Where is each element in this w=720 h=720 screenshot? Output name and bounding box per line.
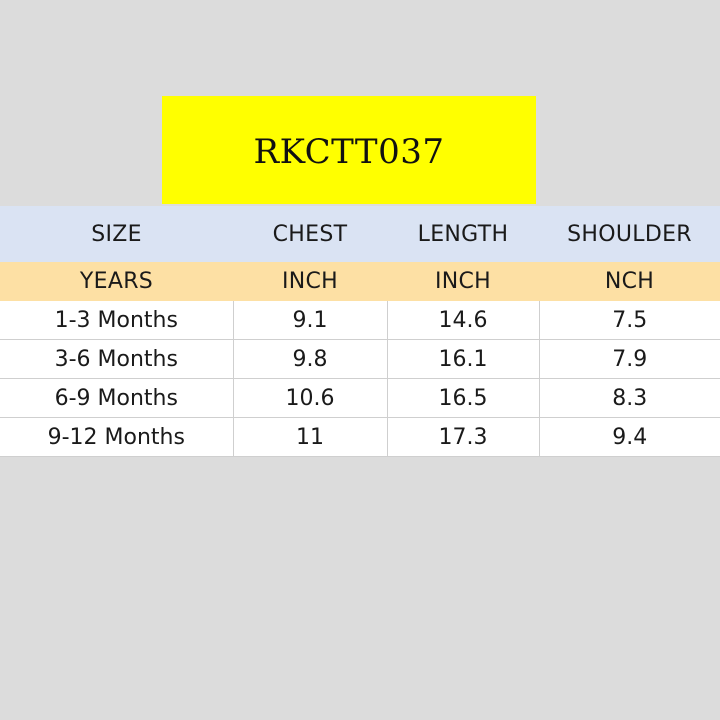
unit-chest: INCH — [233, 262, 387, 301]
cell-size: 9-12 Months — [0, 417, 234, 457]
unit-length: INCH — [387, 262, 539, 301]
cell-shoulder: 9.4 — [539, 417, 720, 457]
cell-size: 1-3 Months — [0, 301, 234, 340]
table-row: 1-3 Months 9.1 14.6 7.5 — [0, 301, 720, 340]
table-units-row: YEARS INCH INCH NCH — [0, 262, 720, 301]
product-code: RKCTT037 — [253, 132, 445, 172]
unit-years: YEARS — [0, 262, 233, 301]
cell-chest: 11 — [233, 417, 388, 457]
cell-shoulder: 7.9 — [539, 339, 720, 379]
product-code-banner: RKCTT037 — [162, 96, 536, 204]
table-row: 3-6 Months 9.8 16.1 7.9 — [0, 339, 720, 379]
cell-chest: 10.6 — [233, 378, 388, 418]
cell-length: 16.5 — [387, 378, 540, 418]
unit-shoulder: NCH — [539, 262, 720, 301]
header-shoulder: SHOULDER — [539, 206, 720, 262]
table-row: 9-12 Months 11 17.3 9.4 — [0, 417, 720, 457]
table-row: 6-9 Months 10.6 16.5 8.3 — [0, 378, 720, 418]
header-chest: CHEST — [233, 206, 387, 262]
header-length: LENGTH — [387, 206, 539, 262]
cell-size: 6-9 Months — [0, 378, 234, 418]
cell-shoulder: 8.3 — [539, 378, 720, 418]
cell-length: 17.3 — [387, 417, 540, 457]
size-chart-table: SIZE CHEST LENGTH SHOULDER YEARS INCH IN… — [0, 206, 720, 457]
header-size: SIZE — [0, 206, 233, 262]
cell-shoulder: 7.5 — [539, 301, 720, 340]
cell-length: 14.6 — [387, 301, 540, 340]
cell-chest: 9.1 — [233, 301, 388, 340]
cell-length: 16.1 — [387, 339, 540, 379]
cell-chest: 9.8 — [233, 339, 388, 379]
table-header-row: SIZE CHEST LENGTH SHOULDER — [0, 206, 720, 262]
cell-size: 3-6 Months — [0, 339, 234, 379]
